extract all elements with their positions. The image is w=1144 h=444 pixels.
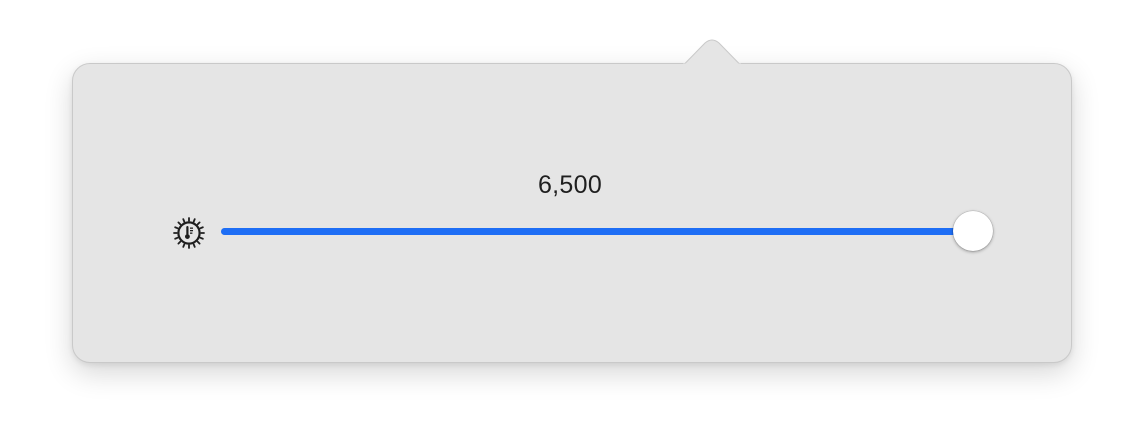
popover-arrow [683,39,741,65]
slider-fill [221,228,973,235]
sun-ray-mark [192,218,196,223]
sun-ray-mark [196,240,201,245]
sun-ray-mark [174,236,179,240]
sun-ray-mark [177,240,182,245]
sun-ray-mark [199,236,204,240]
sun-ray-mark [182,243,186,248]
sun-ray-mark [196,221,201,226]
sun-ray-mark [174,226,179,230]
sun-ray-mark [199,226,204,230]
slider-thumb[interactable] [953,211,993,251]
sun-ray-mark [182,218,186,223]
sun-ray-mark [192,243,196,248]
thermometer-sun-icon [173,217,205,249]
color-temperature-popover: 6,500 [72,63,1072,363]
color-temperature-slider[interactable] [221,209,993,253]
temperature-value-label: 6,500 [537,171,603,199]
sun-ray-mark [177,221,182,226]
